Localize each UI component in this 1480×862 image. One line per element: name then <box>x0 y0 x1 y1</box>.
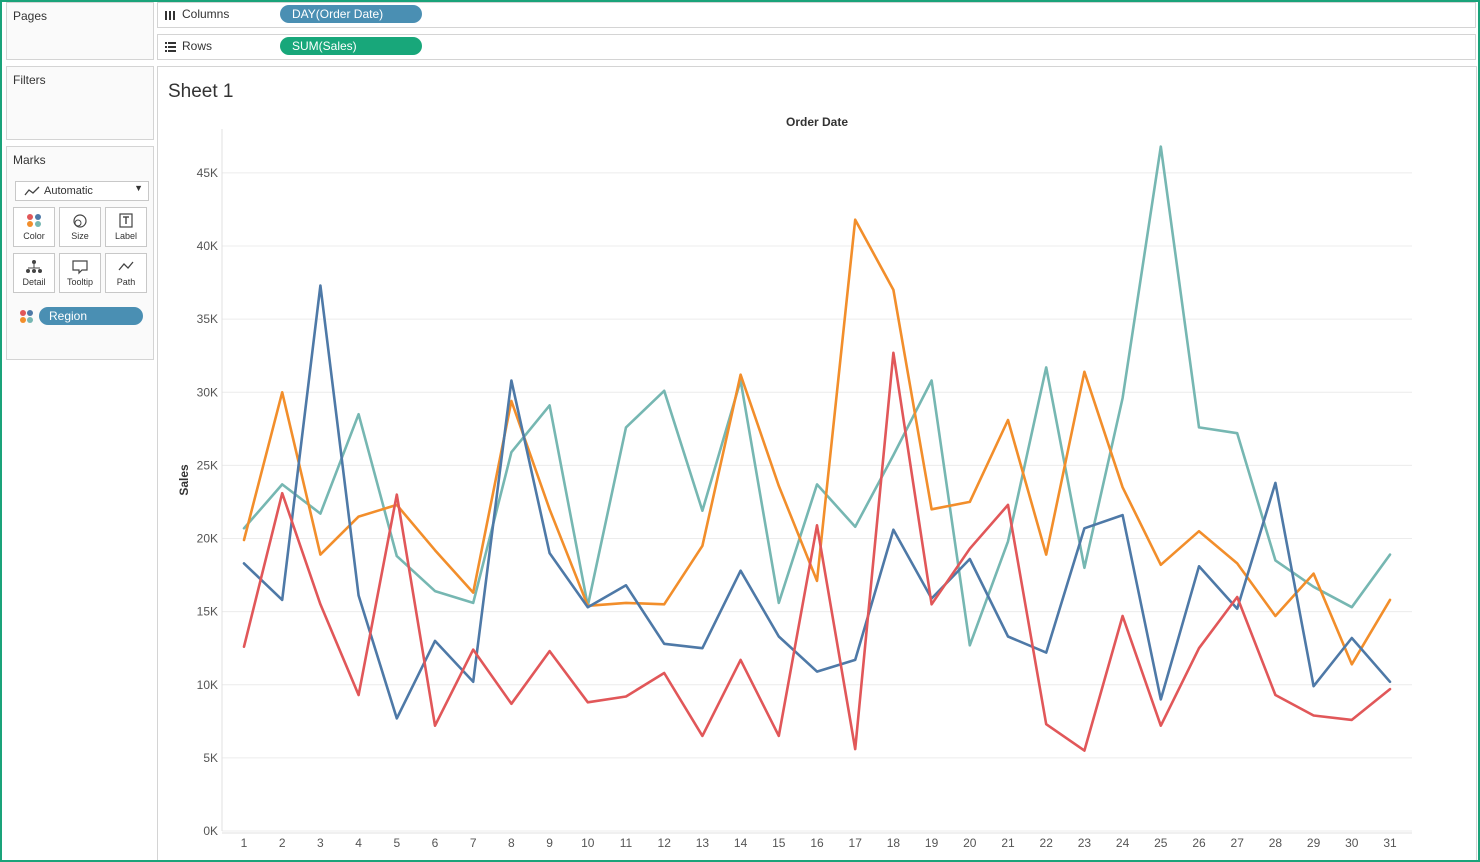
series-line-1[interactable] <box>242 145 1392 647</box>
mark-type-dropdown[interactable]: Automatic ▼ <box>15 181 149 201</box>
x-tick-label: 5 <box>393 836 400 850</box>
grid-layer <box>222 172 1412 832</box>
x-tick-label: 20 <box>963 836 977 850</box>
pages-card[interactable]: Pages <box>6 2 154 60</box>
series-line-3[interactable] <box>242 284 1392 720</box>
mark-type-label: Automatic <box>44 185 93 197</box>
marks-title: Marks <box>13 153 46 167</box>
filters-title: Filters <box>13 73 46 87</box>
color-encoding-icon <box>20 310 33 323</box>
x-tick-label: 21 <box>1001 836 1015 850</box>
x-tick-label: 15 <box>772 836 786 850</box>
x-tick-label: 14 <box>734 836 748 850</box>
marks-card: Marks Automatic ▼ Color Size <box>6 146 154 360</box>
rows-label: Rows <box>182 39 213 53</box>
size-icon <box>73 214 87 228</box>
columns-label: Columns <box>182 7 230 21</box>
label-label: Label <box>114 231 138 241</box>
x-tick-label: 7 <box>470 836 477 850</box>
color-button[interactable]: Color <box>13 207 55 247</box>
y-tick-label: 40K <box>197 239 218 253</box>
detail-icon <box>26 260 42 273</box>
filters-card[interactable]: Filters <box>6 66 154 140</box>
x-tick-label: 24 <box>1116 836 1130 850</box>
line-mark-icon <box>24 186 40 196</box>
x-tick-label: 10 <box>581 836 595 850</box>
y-tick-label: 10K <box>197 678 218 692</box>
size-label: Size <box>71 231 89 241</box>
pages-title: Pages <box>13 9 48 23</box>
x-tick-label: 3 <box>317 836 324 850</box>
rows-shelf[interactable]: Rows SUM(Sales) <box>157 34 1476 60</box>
columns-shelf[interactable]: Columns DAY(Order Date) <box>157 2 1476 28</box>
x-tick-label: 19 <box>925 836 939 850</box>
y-tick-label: 20K <box>197 532 218 546</box>
x-tick-label: 1 <box>241 836 248 850</box>
columns-icon <box>165 11 175 20</box>
worksheet-view: Sheet 1 Order Date 0K 5K 10K 15K 20K 25K 30K 35… <box>157 66 1477 861</box>
detail-label: Detail <box>22 277 46 287</box>
path-button[interactable]: Path <box>105 253 147 293</box>
x-tick-label: 31 <box>1383 836 1397 850</box>
color-icon <box>27 214 41 227</box>
x-tick-label: 26 <box>1192 836 1206 850</box>
detail-button[interactable]: Detail <box>13 253 55 293</box>
series-line-2[interactable] <box>242 218 1392 666</box>
x-tick-label: 17 <box>849 836 863 850</box>
x-tick-label: 23 <box>1078 836 1092 850</box>
x-tick-label: 8 <box>508 836 515 850</box>
rows-pill[interactable]: SUM(Sales) <box>280 37 422 55</box>
y-tick-label: 5K <box>203 751 218 765</box>
y-tick-label: 15K <box>197 605 218 619</box>
columns-label-wrap: Columns <box>164 7 229 21</box>
speech-bubble-icon <box>72 260 88 275</box>
y-tick-label: 0K <box>203 824 218 838</box>
color-label: Color <box>23 231 45 241</box>
text-label-icon <box>119 213 133 228</box>
y-tick-label: 30K <box>197 385 218 399</box>
x-tick-label: 16 <box>810 836 824 850</box>
column-header: Order Date <box>785 115 849 129</box>
x-tick-label: 9 <box>546 836 553 850</box>
x-tick-label: 13 <box>696 836 710 850</box>
x-tick-label: 22 <box>1040 836 1054 850</box>
path-icon <box>118 261 134 271</box>
sheet-title[interactable]: Sheet 1 <box>168 81 234 102</box>
series-layer[interactable] <box>242 145 1392 752</box>
y-axis-title: Sales <box>177 464 191 496</box>
x-tick-label: 27 <box>1231 836 1245 850</box>
x-tick-label: 18 <box>887 836 901 850</box>
x-tick-label: 6 <box>432 836 439 850</box>
x-tick-label: 4 <box>355 836 362 850</box>
columns-pill[interactable]: DAY(Order Date) <box>280 5 422 23</box>
rows-label-wrap: Rows <box>164 39 212 53</box>
tooltip-label: Tooltip <box>66 277 93 287</box>
y-tick-label: 25K <box>197 458 218 472</box>
series-line-4[interactable] <box>242 351 1392 752</box>
x-tick-label: 25 <box>1154 836 1168 850</box>
y-tick-label: 35K <box>197 312 218 326</box>
x-tick-label: 12 <box>658 836 672 850</box>
x-tick-label: 29 <box>1307 836 1321 850</box>
tooltip-button[interactable]: Tooltip <box>59 253 101 293</box>
y-tick-label: 45K <box>197 166 218 180</box>
rows-icon <box>165 42 176 52</box>
x-tick-label: 30 <box>1345 836 1359 850</box>
chevron-down-icon[interactable]: ▼ <box>134 183 143 193</box>
path-label: Path <box>116 277 136 287</box>
left-sidebar: Pages Filters Marks Automatic ▼ Color <box>4 2 154 860</box>
x-tick-label: 28 <box>1269 836 1283 850</box>
region-pill[interactable]: Region <box>39 307 143 325</box>
size-button[interactable]: Size <box>59 207 101 247</box>
label-button[interactable]: Label <box>105 207 147 247</box>
x-tick-label: 11 <box>620 836 633 850</box>
x-tick-label: 2 <box>279 836 286 850</box>
